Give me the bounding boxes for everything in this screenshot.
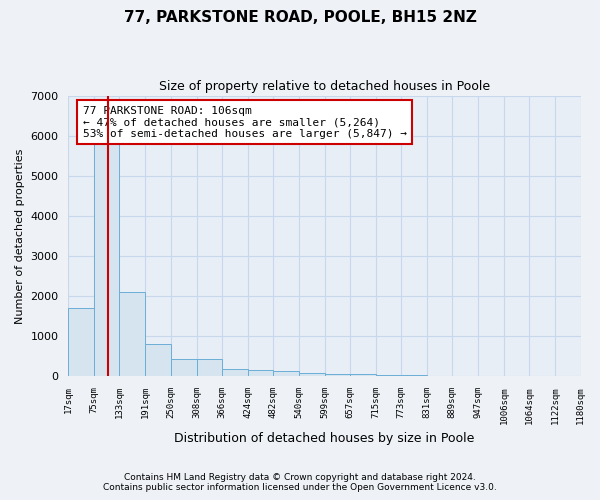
Title: Size of property relative to detached houses in Poole: Size of property relative to detached ho… (159, 80, 490, 93)
Bar (68, 308, 94, 376)
Bar (350, 374, 376, 376)
Bar (299, 372, 325, 376)
Text: Contains HM Land Registry data © Crown copyright and database right 2024.
Contai: Contains HM Land Registry data © Crown c… (103, 473, 497, 492)
Text: 77, PARKSTONE ROAD, POOLE, BH15 2NZ: 77, PARKSTONE ROAD, POOLE, BH15 2NZ (124, 10, 476, 25)
Bar (376, 375, 401, 376)
X-axis label: Distribution of detached houses by size in Poole: Distribution of detached houses by size … (174, 432, 475, 445)
Bar (119, 292, 145, 376)
Bar (273, 372, 299, 376)
Bar (171, 359, 197, 376)
Bar (248, 370, 273, 376)
Text: 77 PARKSTONE ROAD: 106sqm
← 47% of detached houses are smaller (5,264)
53% of se: 77 PARKSTONE ROAD: 106sqm ← 47% of detac… (83, 106, 407, 139)
Bar (197, 359, 222, 376)
Y-axis label: Number of detached properties: Number of detached properties (15, 148, 25, 324)
Bar (325, 374, 350, 376)
Bar (94, 142, 119, 376)
Bar (222, 368, 248, 376)
Bar (145, 344, 171, 376)
